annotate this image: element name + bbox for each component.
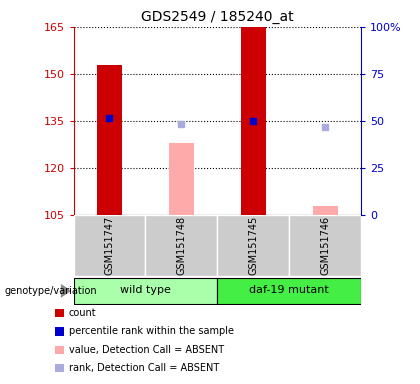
Title: GDS2549 / 185240_at: GDS2549 / 185240_at: [141, 10, 294, 25]
Text: GSM151748: GSM151748: [176, 216, 186, 275]
Text: GSM151747: GSM151747: [105, 216, 115, 275]
Text: wild type: wild type: [120, 285, 171, 295]
Text: genotype/variation: genotype/variation: [4, 286, 97, 296]
Text: value, Detection Call = ABSENT: value, Detection Call = ABSENT: [69, 345, 224, 355]
Text: percentile rank within the sample: percentile rank within the sample: [69, 326, 234, 336]
Bar: [145, 215, 218, 276]
Text: GSM151746: GSM151746: [320, 216, 330, 275]
Bar: [289, 215, 361, 276]
Bar: [218, 278, 361, 304]
Bar: [74, 278, 218, 304]
Text: count: count: [69, 308, 97, 318]
Text: daf-19 mutant: daf-19 mutant: [249, 285, 329, 295]
Bar: [218, 215, 289, 276]
Text: GSM151745: GSM151745: [248, 216, 258, 275]
Bar: [74, 215, 145, 276]
Text: rank, Detection Call = ABSENT: rank, Detection Call = ABSENT: [69, 363, 219, 373]
Bar: [97, 65, 122, 215]
Polygon shape: [61, 284, 71, 298]
Bar: [241, 27, 266, 215]
Bar: [169, 143, 194, 215]
Bar: [312, 205, 338, 215]
